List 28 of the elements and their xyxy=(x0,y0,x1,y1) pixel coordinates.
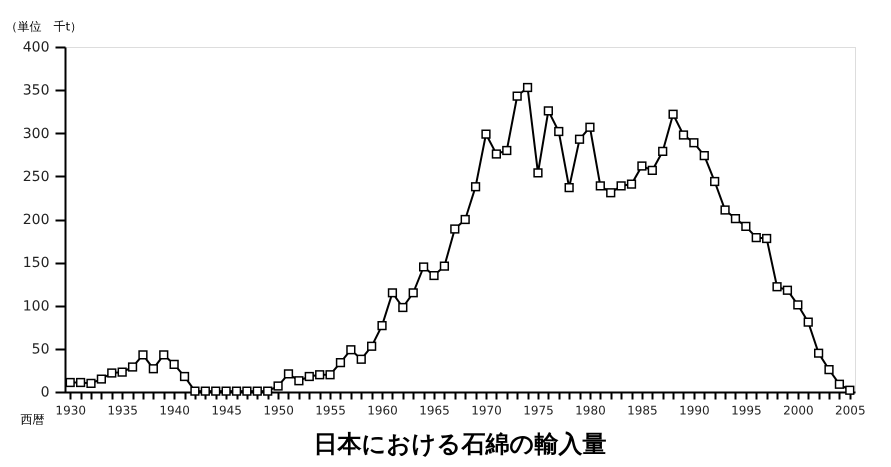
x-tick-label: 1985 xyxy=(627,404,658,418)
y-tick-label: 400 xyxy=(22,40,50,56)
y-tick-label: 250 xyxy=(22,168,50,185)
y-tick-label: 0 xyxy=(40,384,50,400)
x-tick-label: 1930 xyxy=(55,404,86,418)
x-tick-label: 1990 xyxy=(679,404,710,418)
x-tick-label: 1975 xyxy=(523,404,554,418)
x-tick-label: 1970 xyxy=(471,404,502,418)
y-tick-label: 300 xyxy=(22,126,50,142)
y-tick-label: 50 xyxy=(32,341,50,358)
y-tick-label: 200 xyxy=(22,212,50,228)
y-tick-label: 150 xyxy=(22,255,50,272)
x-tick-label: 1945 xyxy=(211,404,242,418)
y-tick-label: 350 xyxy=(22,82,50,99)
y-tick-label: 100 xyxy=(22,298,50,314)
y-axis-title: （単位 千t） xyxy=(6,20,82,34)
x-axis-title: 西暦 xyxy=(20,412,44,426)
x-tick-label: 1940 xyxy=(159,404,190,418)
x-tick-label: 1965 xyxy=(419,404,450,418)
x-tick-label: 1935 xyxy=(107,404,138,418)
x-tick-label: 1995 xyxy=(731,404,762,418)
text: 日本における石綿の輸入量 xyxy=(314,430,606,458)
x-tick-label: 1960 xyxy=(367,404,398,418)
x-tick-label: 1980 xyxy=(575,404,606,418)
x-tick-label: 2005 xyxy=(835,404,866,418)
x-tick-label: 1955 xyxy=(315,404,346,418)
x-tick-label: 2000 xyxy=(783,404,814,418)
x-tick-label: 1950 xyxy=(263,404,294,418)
